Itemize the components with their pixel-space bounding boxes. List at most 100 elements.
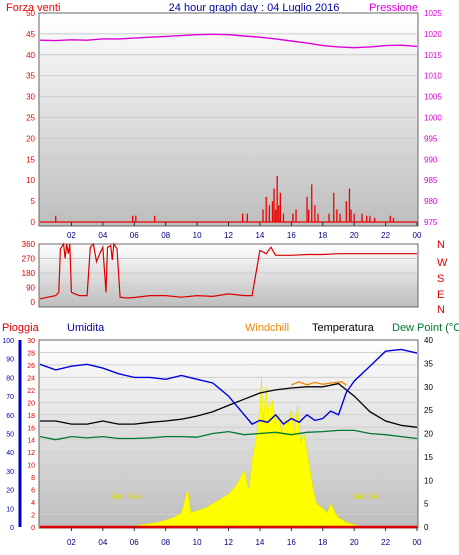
temperature-tick-label: 6 <box>31 488 35 495</box>
x-tick-label: 20 <box>350 538 359 547</box>
wind-tick-label: 5 <box>31 197 36 206</box>
humidity-tick-label: 0 <box>10 525 14 532</box>
temperature-tick-label: 0 <box>31 525 35 532</box>
x-tick-label: 12 <box>224 231 233 240</box>
sunrise-label: Sun Rise <box>110 492 143 501</box>
compass-label: E <box>437 289 444 301</box>
humidity-tick-label: 70 <box>6 394 14 401</box>
temperature-tick-label: 26 <box>27 363 35 370</box>
wind-axis-title: Forza venti <box>6 2 60 14</box>
temperature-tick-label: 16 <box>27 425 35 432</box>
temperature-tick-label: 10 <box>27 463 35 470</box>
right-tick-label: 5 <box>424 500 429 509</box>
right-tick-label: 35 <box>424 359 433 368</box>
wind-tick-label: 50 <box>26 9 35 18</box>
temperature-tick-label: 30 <box>27 338 35 345</box>
direction-tick-label: 180 <box>22 269 36 278</box>
humidity-tick-label: 20 <box>6 488 14 495</box>
right-tick-label: 30 <box>424 383 433 392</box>
x-tick-label: 18 <box>318 538 327 547</box>
wind-tick-label: 40 <box>26 51 35 60</box>
x-tick-label: 08 <box>161 231 170 240</box>
temperature-tick-label: 20 <box>27 400 35 407</box>
right-tick-label: 0 <box>424 523 429 532</box>
x-tick-label: 16 <box>287 538 296 547</box>
compass-label: N <box>437 239 445 251</box>
temperature-tick-label: 22 <box>27 388 35 395</box>
temperature-line <box>40 382 418 428</box>
wind-tick-label: 35 <box>26 72 35 81</box>
right-tick-label: 25 <box>424 406 433 415</box>
temperature-tick-label: 2 <box>31 513 35 520</box>
temperature-tick-label: 8 <box>31 475 35 482</box>
compass-label: S <box>437 273 444 285</box>
pressure-tick-label: 995 <box>424 134 438 143</box>
pressure-line <box>39 33 418 49</box>
temperature-tick-label: 4 <box>31 500 35 507</box>
temperature-tick-label: 18 <box>27 413 35 420</box>
direction-tick-label: 0 <box>31 298 36 307</box>
direction-plot-area <box>38 243 419 308</box>
pressure-tick-label: 1000 <box>424 114 442 123</box>
direction-tick-label: 90 <box>26 284 35 293</box>
x-tick-label: 10 <box>193 231 202 240</box>
compass-label: N <box>437 304 445 316</box>
pressure-tick-label: 1010 <box>424 72 442 81</box>
rain-axis-title: Pioggia <box>2 322 40 334</box>
solar-area <box>126 377 363 528</box>
humidity-tick-label: 100 <box>2 338 14 345</box>
temperature-tick-label: 14 <box>27 438 35 445</box>
x-tick-label: 04 <box>98 538 107 547</box>
x-tick-label: 14 <box>255 231 264 240</box>
dewpoint-line <box>39 429 418 441</box>
pressure-tick-label: 980 <box>424 197 438 206</box>
wind-tick-label: 10 <box>26 176 35 185</box>
pressure-tick-label: 1015 <box>424 51 442 60</box>
x-tick-label: 22 <box>381 538 390 547</box>
right-tick-label: 15 <box>424 453 433 462</box>
x-tick-label: 18 <box>318 231 327 240</box>
wind-pressure-plot-area <box>38 12 419 227</box>
humidity-tick-label: 10 <box>6 506 14 513</box>
x-tick-label: 10 <box>193 538 202 547</box>
wind-tick-label: 20 <box>26 134 35 143</box>
wind-tick-label: 25 <box>26 114 35 123</box>
chart-title: 24 hour graph day : 04 Luglio 2016 <box>169 2 340 14</box>
x-tick-label: 06 <box>130 231 139 240</box>
x-tick-label: 02 <box>67 538 76 547</box>
humidity-tick-label: 60 <box>6 413 14 420</box>
wind-tick-label: 30 <box>26 93 35 102</box>
temperature-legend: Temperatura <box>312 322 375 334</box>
compass-label: W <box>437 257 448 269</box>
humidity-line <box>39 348 418 426</box>
x-tick-label: 00 <box>413 231 422 240</box>
temperature-tick-label: 12 <box>27 450 35 457</box>
direction-tick-label: 270 <box>22 255 36 264</box>
temperature-tick-label: 24 <box>27 375 35 382</box>
humidity-tick-label: 40 <box>6 450 14 457</box>
wind-tick-label: 15 <box>26 155 35 164</box>
temperature-tick-label: 28 <box>27 350 35 357</box>
x-tick-label: 20 <box>350 231 359 240</box>
pressure-tick-label: 1025 <box>424 9 442 18</box>
pressure-tick-label: 1005 <box>424 93 442 102</box>
x-tick-label: 12 <box>224 538 233 547</box>
x-tick-label: 08 <box>161 538 170 547</box>
x-tick-label: 22 <box>381 231 390 240</box>
humidity-axis-title: Umidita <box>67 322 105 334</box>
right-tick-label: 40 <box>424 336 433 345</box>
dewpoint-legend: Dew Point (°C <box>392 322 459 334</box>
solar-area-layer <box>126 377 363 528</box>
humidity-tick-label: 80 <box>6 375 14 382</box>
direction-line <box>39 242 417 300</box>
axes-layer: 0510152025303540455097598098599099510001… <box>2 9 448 547</box>
x-tick-label: 04 <box>98 231 107 240</box>
humidity-tick-label: 30 <box>6 469 14 476</box>
x-tick-label: 00 <box>413 538 422 547</box>
humidity-tick-label: 90 <box>6 357 14 364</box>
wind-tick-label: 0 <box>31 218 36 227</box>
sunset-label: Sun Set <box>352 492 381 501</box>
x-tick-label: 14 <box>255 538 264 547</box>
right-tick-label: 10 <box>424 476 433 485</box>
